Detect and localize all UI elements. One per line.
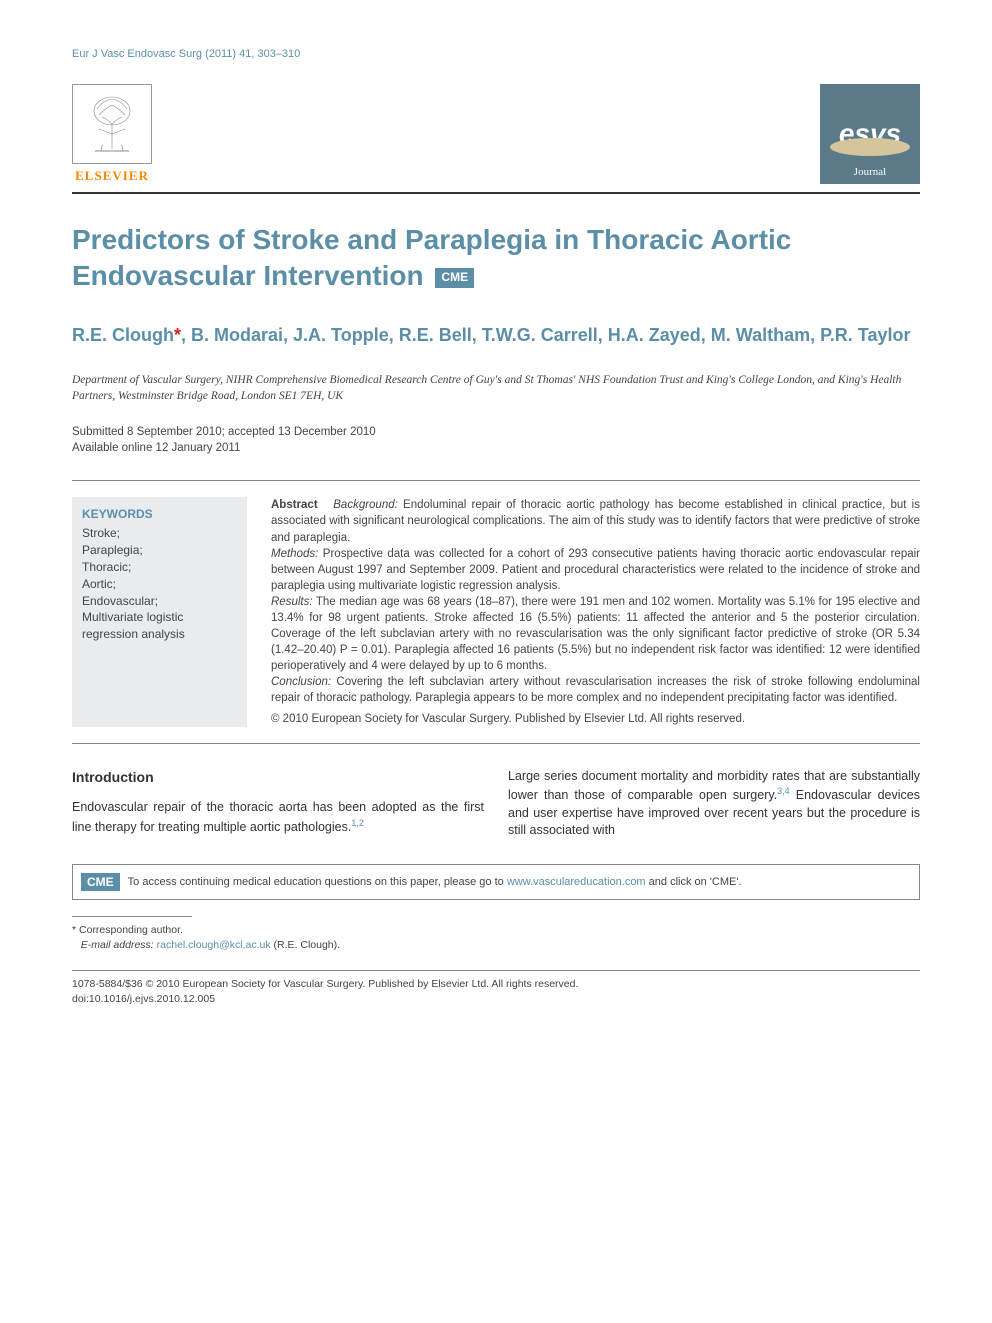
divider (72, 480, 920, 481)
abstract-conclusion: Covering the left subclavian artery with… (271, 676, 920, 704)
date-submitted: Submitted 8 September 2010; accepted 13 … (72, 424, 920, 440)
keywords-heading: KEYWORDS (82, 507, 237, 521)
cme-note-text: To access continuing medical education q… (128, 876, 507, 888)
footnotes: * Corresponding author. E-mail address: … (72, 923, 920, 952)
elsevier-logo[interactable]: ELSEVIER (72, 84, 152, 184)
body-columns: Introduction Endovascular repair of the … (72, 768, 920, 840)
author-list: R.E. Clough*, B. Modarai, J.A. Topple, R… (72, 323, 920, 348)
keywords-box: KEYWORDS Stroke; Paraplegia; Thoracic; A… (72, 497, 247, 726)
journal-reference: Eur J Vasc Endovasc Surg (2011) 41, 303–… (72, 48, 920, 60)
elsevier-wordmark: ELSEVIER (75, 168, 149, 184)
divider (72, 743, 920, 744)
abstract-copyright: © 2010 European Society for Vascular Sur… (271, 711, 920, 727)
keyword-item: Endovascular; (82, 593, 237, 610)
cme-note-text-2: and click on 'CME'. (646, 876, 742, 888)
esvs-logo[interactable]: esvs Journal (820, 84, 920, 184)
keyword-item: Stroke; (82, 525, 237, 542)
footer-info: 1078-5884/$36 © 2010 European Society fo… (72, 977, 920, 1006)
submission-dates: Submitted 8 September 2010; accepted 13 … (72, 424, 920, 456)
abstract-box: Abstract Background: Endoluminal repair … (271, 497, 920, 726)
date-available: Available online 12 January 2011 (72, 440, 920, 456)
cme-badge[interactable]: CME (435, 268, 474, 288)
footer-copyright: 1078-5884/$36 © 2010 European Society fo… (72, 977, 920, 992)
cme-badge[interactable]: CME (81, 873, 120, 891)
keyword-item: Paraplegia; (82, 542, 237, 559)
abstract-results: The median age was 68 years (18–87), the… (271, 596, 920, 672)
keywords-abstract-row: KEYWORDS Stroke; Paraplegia; Thoracic; A… (72, 497, 920, 726)
keyword-item: Thoracic; (82, 559, 237, 576)
abstract-results-label: Results: (271, 596, 313, 608)
affiliation: Department of Vascular Surgery, NIHR Com… (72, 372, 920, 404)
header-logos: ELSEVIER esvs Journal (72, 84, 920, 194)
footer-doi: doi:10.1016/j.ejvs.2010.12.005 (72, 992, 920, 1007)
abstract-conclusion-label: Conclusion: (271, 676, 331, 688)
abstract-label: Abstract (271, 499, 318, 511)
keyword-item: Multivariate logistic regression analysi… (82, 609, 237, 643)
esvs-swoosh-icon (830, 138, 910, 156)
corresponding-label: Corresponding author. (79, 924, 183, 936)
footer-divider (72, 970, 920, 971)
footnote-divider (72, 916, 192, 917)
section-heading-introduction: Introduction (72, 768, 484, 788)
intro-text-1: Endovascular repair of the thoracic aort… (72, 800, 484, 834)
corresponding-asterisk: * (174, 325, 181, 345)
email-link[interactable]: rachel.clough@kcl.ac.uk (157, 939, 271, 951)
body-column-left: Introduction Endovascular repair of the … (72, 768, 484, 840)
title-text: Predictors of Stroke and Paraplegia in T… (72, 224, 791, 291)
citation-ref[interactable]: 3,4 (777, 786, 790, 796)
abstract-methods: Prospective data was collected for a coh… (271, 548, 920, 592)
abstract-methods-label: Methods: (271, 548, 318, 560)
keywords-list: Stroke; Paraplegia; Thoracic; Aortic; En… (82, 525, 237, 643)
email-name: (R.E. Clough). (274, 939, 341, 951)
email-label: E-mail address: (81, 939, 154, 951)
article-title: Predictors of Stroke and Paraplegia in T… (72, 222, 920, 295)
author-first: R.E. Clough (72, 325, 174, 345)
keyword-item: Aortic; (82, 576, 237, 593)
authors-rest: , B. Modarai, J.A. Topple, R.E. Bell, T.… (181, 325, 910, 345)
cme-note-box: CME To access continuing medical educati… (72, 864, 920, 900)
citation-ref[interactable]: 1,2 (351, 818, 364, 828)
abstract-background-label: Background: (333, 499, 398, 511)
esvs-journal-label: Journal (854, 166, 886, 178)
cme-link[interactable]: www.vasculareducation.com (507, 876, 646, 888)
elsevier-tree-icon (72, 84, 152, 164)
body-column-right: Large series document mortality and morb… (508, 768, 920, 840)
footnote-asterisk: * (72, 924, 76, 936)
